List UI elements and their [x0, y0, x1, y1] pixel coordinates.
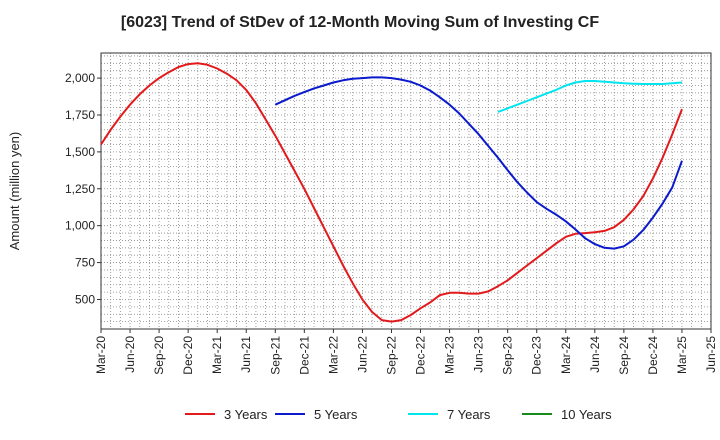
x-tick-label: Sep-23: [501, 336, 515, 375]
x-tick-label: Dec-23: [530, 336, 544, 375]
x-tick-label: Jun-23: [472, 336, 486, 373]
x-tick-label: Jun-24: [588, 336, 602, 373]
y-tick-label: 2,000: [65, 71, 95, 85]
series-layer: [100, 62, 683, 323]
grid-layer: [100, 53, 712, 330]
series-line-0: [100, 62, 683, 323]
y-tick-label: 500: [75, 292, 95, 306]
y-tick-label: 1,250: [65, 182, 95, 196]
x-tick-label: Sep-22: [384, 336, 398, 375]
x-tick-label: Mar-22: [326, 336, 340, 374]
y-axis-ticks: 500 750 1,000 1,250 1,500 1,750 2,000: [65, 71, 101, 306]
y-tick-label: 750: [75, 256, 95, 270]
x-tick-label: Sep-24: [617, 336, 631, 375]
y-tick-label: 1,750: [65, 108, 95, 122]
x-tick-label: Sep-20: [152, 336, 166, 375]
x-tick-label: Jun-21: [239, 336, 253, 373]
x-tick-label: Jun-20: [123, 336, 137, 373]
x-tick-label: Mar-23: [443, 336, 457, 374]
legend: 3 Years 5 Years 7 Years 10 Years: [185, 407, 612, 422]
x-tick-label: Mar-24: [559, 336, 573, 374]
plot-frame: [100, 52, 712, 330]
series-line-2: [497, 80, 683, 113]
x-tick-label: Dec-24: [646, 336, 660, 375]
x-tick-label: Dec-22: [414, 336, 428, 375]
x-tick-label: Mar-25: [675, 336, 689, 374]
y-tick-label: 1,000: [65, 219, 95, 233]
x-tick-label: Dec-21: [297, 336, 311, 375]
x-tick-label: Mar-21: [210, 336, 224, 374]
x-tick-label: Jun-22: [355, 336, 369, 373]
x-axis-ticks: Mar-20 Jun-20 Sep-20 Dec-20 Mar-21 Jun-21 Sep-…: [94, 329, 718, 375]
x-tick-label: Sep-21: [268, 336, 282, 375]
y-tick-label: 1,500: [65, 145, 95, 159]
y-axis-label: Amount (million yen): [7, 132, 22, 251]
x-tick-label: Dec-20: [181, 336, 195, 375]
legend-label-1: 5 Years: [314, 407, 358, 422]
chart-title: [6023] Trend of StDev of 12-Month Moving…: [120, 14, 600, 31]
x-tick-label: Jun-25: [704, 336, 718, 373]
series-line-1: [274, 76, 683, 250]
legend-label-3: 10 Years: [561, 407, 612, 422]
legend-label-0: 3 Years: [224, 407, 268, 422]
x-tick-label: Mar-20: [94, 336, 108, 374]
legend-label-2: 7 Years: [447, 407, 491, 422]
